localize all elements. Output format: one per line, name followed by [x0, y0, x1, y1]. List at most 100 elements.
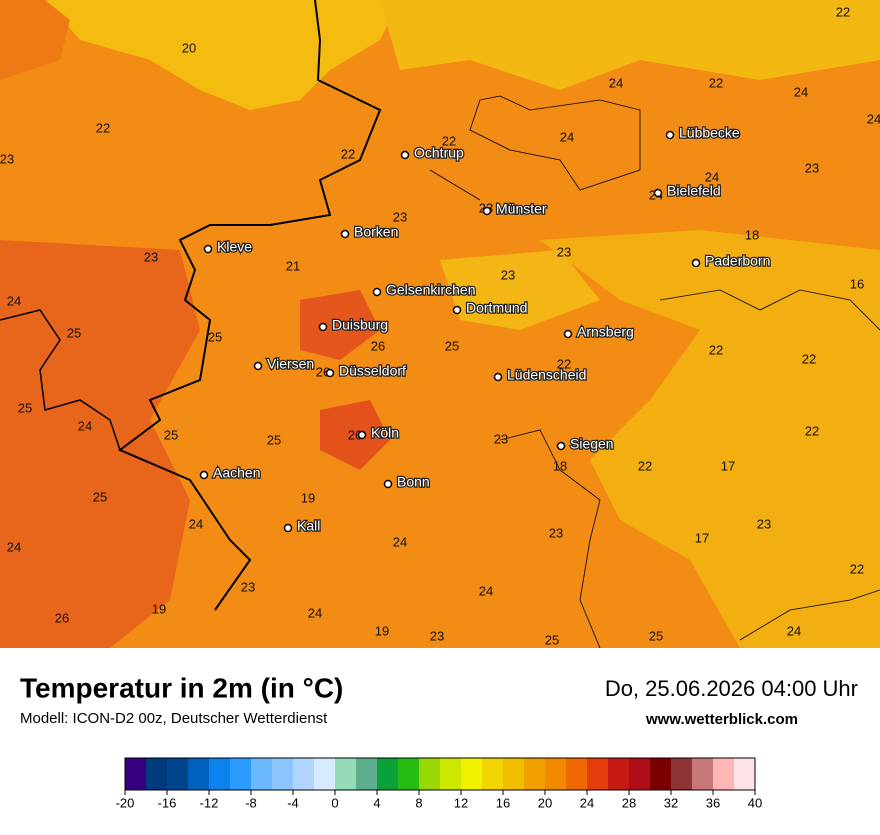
colorbar-tick-label: 8 [415, 795, 422, 810]
border [0, 309, 121, 451]
colorbar-segment [587, 758, 609, 790]
temperature-label: 26 [348, 427, 362, 442]
hot-area [300, 290, 380, 360]
colorbar-tick-label: 0 [331, 795, 338, 810]
temperature-label: 24 [189, 516, 203, 531]
colorbar-tick-label: 36 [706, 795, 720, 810]
colorbar-segment [461, 758, 483, 790]
temperature-label: 25 [445, 338, 459, 353]
date: Do, 25.06.2026 04:00 Uhr [605, 676, 858, 701]
temperature-label: 22 [557, 356, 571, 371]
colorbar-tick-label: 24 [580, 795, 594, 810]
colorbar-tick-label: -4 [287, 795, 299, 810]
border [118, 0, 382, 611]
colorbar-tick-label: -8 [245, 795, 257, 810]
city-label: Kleve [217, 239, 252, 255]
colorbar-segment [377, 758, 399, 790]
temperature-label: 22 [709, 75, 723, 90]
colorbar-tick-label: 32 [664, 795, 678, 810]
city-marker [452, 305, 462, 315]
city-marker [253, 361, 263, 371]
city-label: Gelsenkirchen [386, 282, 476, 298]
city-label: Köln [371, 425, 399, 441]
city-label: Bonn [397, 474, 430, 490]
city-marker [203, 244, 213, 254]
city-marker [199, 470, 209, 480]
temperature-label: 17 [695, 530, 709, 545]
temperature-label: 24 [78, 418, 92, 433]
hot-area [320, 400, 390, 470]
hot-area [0, 240, 200, 648]
temperature-label: 22 [442, 133, 456, 148]
city-label: Bielefeld [667, 183, 721, 199]
temperature-label: 24 [787, 623, 801, 638]
warm-area [380, 0, 880, 90]
colorbar-frame [124, 757, 756, 791]
colorbar-segment [734, 758, 756, 790]
city-label: Kall [297, 518, 320, 534]
colorbar-segment [272, 758, 294, 790]
city-label: Ochtrup [414, 145, 464, 161]
temperature-label: 23 [549, 525, 563, 540]
hot-area [0, 0, 70, 80]
temperature-label: 21 [286, 258, 300, 273]
temperature-label: 24 [7, 293, 21, 308]
city-label: Siegen [570, 436, 614, 452]
title: Temperatur in 2m (in °C) [20, 672, 343, 703]
temperature-label: 23 [494, 431, 508, 446]
city-marker [318, 322, 328, 332]
temperature-label: 25 [267, 432, 281, 447]
temperature-label: 23 [430, 628, 444, 643]
city-marker [372, 287, 382, 297]
city-label: Dortmund [466, 300, 527, 316]
temperature-label: 25 [649, 628, 663, 643]
temperature-label: 23 [557, 244, 571, 259]
colorbar-segment [419, 758, 441, 790]
subtitle: Modell: ICON-D2 00z, Deutscher Wetterdie… [20, 710, 328, 727]
colorbar-segment [692, 758, 714, 790]
temperature-label: 19 [375, 623, 389, 638]
colorbar-segment [356, 758, 378, 790]
colorbar-segment [209, 758, 231, 790]
city-label: Münster [496, 201, 547, 217]
city-label: Borken [354, 224, 398, 240]
colorbar-tick-label: 40 [748, 795, 762, 810]
temperature-label: 16 [850, 276, 864, 291]
temperature-label: 20 [182, 40, 196, 55]
city-label: Lüdenscheid [507, 367, 586, 383]
colorbar-tick-label: 28 [622, 795, 636, 810]
temperature-label: 22 [802, 351, 816, 366]
temperature-label: 24 [308, 605, 322, 620]
city-marker [556, 441, 566, 451]
colorbar-tick-label: 12 [454, 795, 468, 810]
city-label: Duisburg [332, 317, 388, 333]
colorbar-segment [125, 758, 147, 790]
colorbar-segment [398, 758, 420, 790]
colorbar-segment [524, 758, 546, 790]
temperature-label: 23 [501, 267, 515, 282]
temperature-label: 18 [745, 227, 759, 242]
temperature-label: 25 [67, 325, 81, 340]
temperature-label: 23 [241, 579, 255, 594]
city-marker [493, 372, 503, 382]
colorbar-segment [251, 758, 273, 790]
colorbar-segment [440, 758, 462, 790]
colorbar-segment [335, 758, 357, 790]
map: 22 20 22 23 22 22 24 24 22 24 24 24 23 24 23 23 18 23 21 23… [0, 0, 880, 649]
temperature-label: 24 [479, 583, 493, 598]
temperature-label: 23 [757, 516, 771, 531]
city-label: Düsseldorf [339, 363, 406, 379]
temperature-label: 25 [18, 400, 32, 415]
temperature-label: 19 [301, 490, 315, 505]
colorbar-segment [503, 758, 525, 790]
temperature-label: 19 [152, 601, 166, 616]
warm-area [540, 230, 880, 648]
colorbar-tick-label: -12 [200, 795, 219, 810]
city-marker [383, 479, 393, 489]
city-label: Lübbecke [679, 125, 740, 141]
temperature-label: 25 [93, 489, 107, 504]
temperature-label: 22 [638, 458, 652, 473]
city-marker [357, 430, 367, 440]
colorbar-segment [293, 758, 315, 790]
colorbar-segment [713, 758, 735, 790]
